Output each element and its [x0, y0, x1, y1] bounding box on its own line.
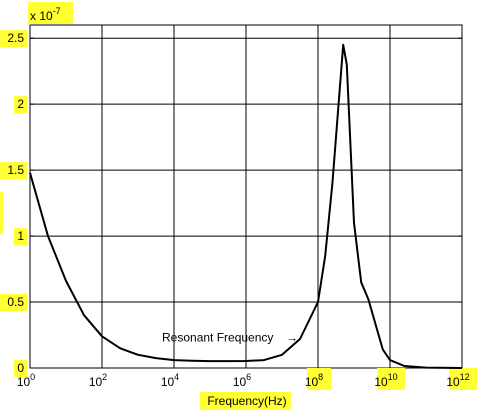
x-tick-exponent: 6 — [246, 372, 251, 382]
x-tick-highlight — [307, 368, 331, 390]
y-exponent-power: -7 — [53, 6, 61, 16]
y-tick-label: 2 — [17, 97, 24, 111]
y-exponent-label: x 10-7 — [30, 6, 61, 23]
x-tick-exponent: 12 — [460, 372, 470, 382]
x-tick-highlight — [377, 368, 405, 390]
y-tick-highlight — [0, 294, 27, 312]
y-exponent-base: x 10 — [30, 9, 53, 23]
series-line — [29, 43, 463, 369]
y-tick-highlight — [14, 228, 27, 246]
y-tick-label: 1 — [17, 229, 24, 243]
x-tick-exponent: 2 — [102, 372, 107, 382]
x-tick-exponent: 4 — [174, 372, 179, 382]
x-tick-base: 10 — [305, 375, 319, 389]
y-tick-highlight — [14, 360, 27, 377]
y-tick-label: 0.5 — [7, 295, 24, 309]
x-tick-base: 10 — [161, 375, 175, 389]
x-tick-label: 106 — [233, 372, 251, 389]
y-exponent-highlight — [28, 2, 73, 24]
y-tick-labels: 0 0.5 1 1.5 2 2.5 — [7, 31, 24, 375]
y-tick-label: 2.5 — [7, 31, 24, 45]
x-tick-base: 10 — [374, 375, 388, 389]
x-tick-label: 102 — [89, 372, 107, 389]
y-label-highlight — [0, 192, 3, 234]
y-tick-label: 0 — [17, 361, 24, 375]
x-tick-label: 1010 — [374, 372, 397, 389]
x-axis-label: Frequency(Hz) — [207, 394, 286, 408]
x-tick-exponent: 10 — [388, 372, 398, 382]
y-tick-highlight — [14, 96, 27, 114]
x-label-highlight — [200, 392, 291, 410]
y-tick-highlight — [0, 162, 27, 180]
resonant-frequency-annotation: Resonant Frequency — [162, 331, 273, 345]
x-tick-base: 10 — [17, 375, 31, 389]
x-tick-label: 100 — [17, 372, 35, 389]
x-tick-label: 1012 — [446, 372, 469, 389]
x-tick-highlight — [449, 368, 477, 390]
x-tick-exponent: 8 — [318, 372, 323, 382]
annotation-arrow: → — [286, 331, 298, 345]
grid-lines — [29, 25, 463, 369]
x-tick-exponent: 0 — [30, 372, 35, 382]
label-highlights — [0, 2, 477, 410]
x-tick-base: 10 — [89, 375, 103, 389]
y-tick-label: 1.5 — [7, 163, 24, 177]
x-tick-label: 104 — [161, 372, 179, 389]
x-tick-labels: 100 102 104 106 108 1010 1012 — [17, 372, 470, 389]
x-tick-base: 10 — [233, 375, 247, 389]
x-tick-label: 108 — [305, 372, 323, 389]
x-tick-base: 10 — [446, 375, 460, 389]
y-tick-highlight — [0, 30, 27, 48]
